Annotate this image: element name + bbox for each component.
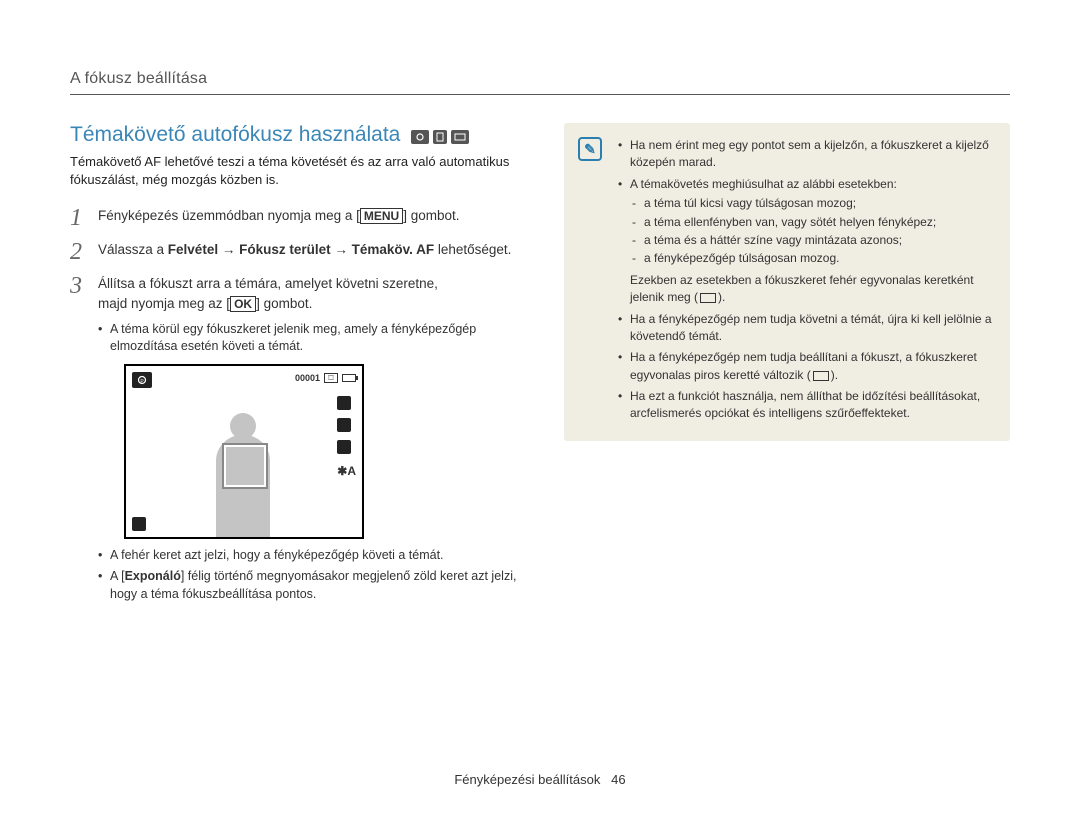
step1-pre: Fényképezés üzemmódban nyomja meg a [ xyxy=(98,208,360,223)
step3-line1: Állítsa a fókuszt arra a témára, amelyet… xyxy=(98,276,438,291)
ok-button-label: OK xyxy=(230,296,256,312)
step3-line2-post: ] gombot. xyxy=(256,296,312,311)
step2-pre: Válassza a xyxy=(98,242,168,257)
flash-icon: ✱A xyxy=(337,462,356,480)
step2-post: lehetőséget. xyxy=(434,242,511,257)
page: A fókusz beállítása Témakövető autofókus… xyxy=(0,0,1080,617)
mode-icon-scene xyxy=(451,130,469,144)
mode-icons xyxy=(411,130,469,144)
drive-icon xyxy=(337,440,351,454)
subject-silhouette xyxy=(196,407,286,537)
menu-button-label: MENU xyxy=(360,208,403,224)
svg-text:P: P xyxy=(140,379,144,385)
after-b2-pre: A [ xyxy=(110,569,125,583)
page-footer: Fényképezési beállítások 46 xyxy=(0,772,1080,787)
note-sub-4: a fényképezőgép túlságosan mozog. xyxy=(630,250,994,267)
note-sublist: a téma túl kicsi vagy túlságosan mozog; … xyxy=(630,195,994,268)
step1-post: ] gombot. xyxy=(403,208,459,223)
left-column: Témakövető autofókusz használata Témaköv… xyxy=(70,123,530,617)
red-frame-icon xyxy=(813,371,829,381)
intro-text: Témakövető AF lehetővé teszi a téma köve… xyxy=(70,153,530,188)
header-rule: A fókusz beállítása xyxy=(70,70,1010,95)
camera-display: P 00001 ⬚ ✱A xyxy=(124,364,364,539)
note-icon: ✎ xyxy=(578,137,602,161)
note-item-1: Ha nem érint meg egy pontot sem a kijelz… xyxy=(618,137,994,172)
content-columns: Témakövető autofókusz használata Témaköv… xyxy=(70,123,1010,617)
step-3: 3 Állítsa a fókuszt arra a témára, amely… xyxy=(70,274,530,607)
steps-list: 1 Fényképezés üzemmódban nyomja meg a [M… xyxy=(70,206,530,607)
note-b4-post: ). xyxy=(831,368,838,382)
mode-icon-dual xyxy=(433,130,447,144)
step-2: 2 Válassza a Felvétel → Fókusz terület →… xyxy=(70,240,530,264)
after-display-bullets: A fehér keret azt jelzi, hogy a fényképe… xyxy=(98,547,530,604)
note-b2-tail-end: ). xyxy=(718,290,725,304)
mode-icon-program xyxy=(411,130,429,144)
note-item-4: Ha a fényképezőgép nem tudja beállítani … xyxy=(618,349,994,384)
note-sub-1: a téma túl kicsi vagy túlságosan mozog; xyxy=(630,195,994,212)
footer-section: Fényképezési beállítások xyxy=(454,772,600,787)
note-item-2: A témakövetés meghiúsulhat az alábbi ese… xyxy=(618,176,994,307)
note-b4-pre: Ha a fényképezőgép nem tudja beállítani … xyxy=(630,350,977,381)
step-body: Fényképezés üzemmódban nyomja meg a [MEN… xyxy=(98,206,530,230)
note-box: ✎ Ha nem érint meg egy pontot sem a kije… xyxy=(564,123,1010,441)
section-heading-row: Témakövető autofókusz használata xyxy=(70,123,530,147)
focus-frame xyxy=(224,445,266,487)
metering-icon xyxy=(337,418,351,432)
step-body: Válassza a Felvétel → Fókusz terület → T… xyxy=(98,240,530,264)
step-number: 1 xyxy=(70,206,90,230)
top-right-status: 00001 ⬚ xyxy=(295,372,356,386)
note-b2-lead: A témakövetés meghiúsulhat az alábbi ese… xyxy=(630,177,897,191)
shot-counter: 00001 xyxy=(295,372,320,386)
right-column: ✎ Ha nem érint meg egy pontot sem a kije… xyxy=(564,123,1010,617)
after-bullet-2: A [Exponáló] félig történő megnyomásakor… xyxy=(98,568,530,603)
step3-line2-pre: majd nyomja meg az [ xyxy=(98,296,230,311)
note-sub-3: a téma és a háttér színe vagy mintázata … xyxy=(630,232,994,249)
step-body: Állítsa a fókuszt arra a témára, amelyet… xyxy=(98,274,530,607)
note-item-5: Ha ezt a funkciót használja, nem állítha… xyxy=(618,388,994,423)
note-item-3: Ha a fényképezőgép nem tudja követni a t… xyxy=(618,311,994,346)
header-title: A fókusz beállítása xyxy=(70,70,1010,88)
step-number: 3 xyxy=(70,274,90,607)
after-bullet-1: A fehér keret azt jelzi, hogy a fényképe… xyxy=(98,547,530,565)
note-sub-2: a téma ellenfényben van, vagy sötét hely… xyxy=(630,214,994,231)
section-heading: Témakövető autofókusz használata xyxy=(70,123,400,146)
step-1: 1 Fényképezés üzemmódban nyomja meg a [M… xyxy=(70,206,530,230)
size-icon: ⬚ xyxy=(324,373,338,383)
step3-bullet: A téma körül egy fókuszkeret jelenik meg… xyxy=(98,321,530,356)
note-b2-tail: Ezekben az esetekben a fókuszkeret fehér… xyxy=(630,272,994,307)
stabilizer-icon xyxy=(132,517,146,531)
step3-bullets: A téma körül egy fókuszkeret jelenik meg… xyxy=(98,321,530,356)
mode-indicator-icon: P xyxy=(132,372,152,388)
footer-page: 46 xyxy=(611,772,625,787)
white-frame-icon xyxy=(700,293,716,303)
step-number: 2 xyxy=(70,240,90,264)
quality-icon xyxy=(337,396,351,410)
note-list: Ha nem érint meg egy pontot sem a kijelz… xyxy=(618,137,994,423)
step2-path: Felvétel → Fókusz terület → Témaköv. AF xyxy=(168,242,434,257)
right-icon-strip: ✱A xyxy=(337,396,356,480)
note-b2-tail-text: Ezekben az esetekben a fókuszkeret fehér… xyxy=(630,273,974,304)
shutter-label: Exponáló xyxy=(125,569,181,583)
battery-icon xyxy=(342,374,356,382)
